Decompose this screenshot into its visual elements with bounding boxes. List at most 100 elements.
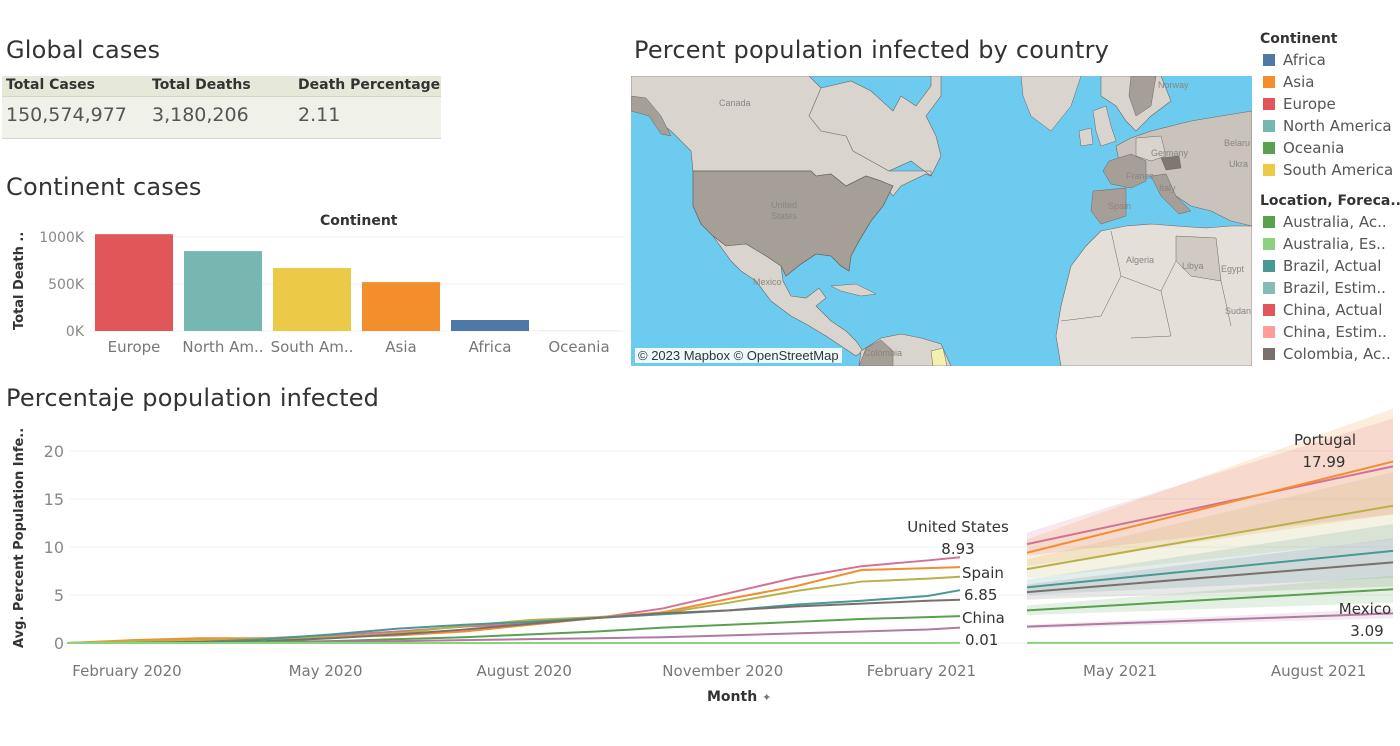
legend-item[interactable]: China, Estim..: [1263, 322, 1387, 342]
actual-line-spain[interactable]: [66, 566, 961, 644]
line-chart-title: Percentaje population infected: [6, 384, 380, 412]
legend-item[interactable]: Australia, Es..: [1263, 234, 1386, 254]
annotation-label: China: [962, 609, 1005, 627]
forecast-band-brazil: [1027, 523, 1393, 595]
map-label-france: France: [1126, 171, 1155, 181]
bar-x-tick-label: Oceania: [548, 338, 609, 356]
map-region-greenland: [1020, 76, 1082, 132]
global-cases-title: Global cases: [6, 36, 161, 64]
bar-asia[interactable]: [362, 282, 440, 331]
continent-cases-title: Continent cases: [6, 173, 202, 201]
legend-swatch: [1263, 238, 1275, 250]
map-label-italy: Italy: [1159, 183, 1176, 193]
map-label-canada: Canada: [719, 98, 751, 108]
legend-item[interactable]: Brazil, Estim..: [1263, 278, 1386, 298]
map-label-colombia: Colombia: [864, 348, 903, 358]
legend-item[interactable]: Brazil, Actual: [1263, 256, 1381, 276]
forecast-line-china[interactable]: [1026, 588, 1394, 612]
legend-item[interactable]: South America: [1263, 160, 1393, 180]
legend-label: Australia, Es..: [1283, 235, 1386, 253]
legend-item[interactable]: Africa: [1263, 50, 1326, 70]
map-label-germany: Germany: [1151, 148, 1189, 158]
map-region-sweden: [1128, 76, 1157, 117]
location-legend-title: Location, Foreca..: [1260, 193, 1400, 209]
forecast-band-argentina: [1027, 538, 1393, 600]
legend-label: Europe: [1283, 95, 1336, 113]
bar-x-tick-label: Africa: [469, 338, 512, 356]
legend-item[interactable]: Australia, Ac..: [1263, 212, 1387, 232]
legend-label: China, Estim..: [1283, 323, 1387, 341]
line-y-tick-label: 10: [44, 538, 64, 557]
map-geography: [631, 76, 1252, 366]
map-region-cuba: [830, 283, 877, 297]
map-region-canada: [631, 76, 942, 197]
map-region-alaska: [631, 95, 672, 137]
pin-icon[interactable]: ✦: [762, 691, 772, 704]
line-x-tick-label: August 2021: [1271, 662, 1366, 680]
bar-y-tick-label: 1000K: [39, 230, 85, 246]
bar-africa[interactable]: [451, 320, 529, 331]
actual-line-china[interactable]: [67, 615, 961, 644]
map-region-czechia: [1160, 155, 1182, 171]
map-label-egypt: Egypt: [1221, 264, 1245, 274]
bar-chart-header: Continent: [320, 213, 398, 229]
line-y-tick-label: 15: [44, 490, 64, 509]
bar-south-am-[interactable]: [273, 268, 351, 331]
bar-y-tick-label: 500K: [48, 277, 85, 293]
annotation-label: United States: [907, 518, 1009, 536]
legend-item[interactable]: Asia: [1263, 72, 1314, 92]
legend-swatch: [1263, 98, 1275, 110]
actual-line-argentina[interactable]: [67, 598, 961, 644]
actual-line-brazil[interactable]: [67, 589, 961, 644]
annotation-label: Portugal: [1294, 431, 1356, 449]
legend-label: North America: [1283, 117, 1392, 135]
legend-label: Africa: [1283, 51, 1326, 69]
forecast-line-colombia[interactable]: [1026, 504, 1394, 571]
choropleth-map[interactable]: Canada United States Mexico Colombia Nor…: [631, 76, 1252, 366]
forecast-line-united-states[interactable]: [1026, 465, 1394, 546]
legend-item[interactable]: North America: [1263, 116, 1392, 136]
map-region-germany: [1135, 135, 1167, 162]
legend-swatch: [1263, 282, 1275, 294]
line-x-tick-label: November 2020: [662, 662, 783, 680]
legend-item[interactable]: China, Actual: [1263, 300, 1382, 320]
forecast-line-spain[interactable]: [1026, 460, 1394, 554]
map-label-sudan: Sudan: [1225, 306, 1252, 316]
map-label-united-states: United States: [770, 200, 797, 221]
actual-line-colombia[interactable]: [66, 575, 961, 644]
kpi-value-total-cases: 150,574,977: [6, 104, 127, 126]
legend-label: Oceania: [1283, 139, 1345, 157]
kpi-header-row: [2, 76, 441, 97]
forecast-band-spain: [1027, 408, 1393, 567]
bar-europe[interactable]: [95, 234, 173, 331]
legend-item[interactable]: Europe: [1263, 94, 1336, 114]
map-attribution[interactable]: © 2023 Mapbox © OpenStreetMap: [635, 348, 842, 363]
legend-label: Brazil, Estim..: [1283, 279, 1386, 297]
forecast-line-argentina[interactable]: [1026, 561, 1394, 594]
x-axis-title[interactable]: Month ✦: [707, 689, 771, 705]
forecast-line-brazil[interactable]: [1026, 549, 1394, 589]
map-label-mexico: Mexico: [753, 277, 782, 287]
map-region-france: [1102, 153, 1147, 189]
bar-x-tick-label: Asia: [385, 338, 416, 356]
line-y-tick-label: 20: [44, 442, 64, 461]
bar-x-tick-label: South Am..: [271, 338, 354, 356]
legend-swatch: [1263, 216, 1275, 228]
annotation-label: Mexico: [1339, 600, 1391, 618]
bar-north-am-[interactable]: [184, 251, 262, 331]
annotation-value: 17.99: [1303, 453, 1346, 471]
map-label-spain: Spain: [1108, 201, 1132, 211]
legend-item[interactable]: Oceania: [1263, 138, 1344, 158]
map-region-mexico: [712, 235, 864, 357]
kpi-header-total-cases: Total Cases: [6, 77, 96, 93]
legend-swatch: [1263, 142, 1275, 154]
map-region-ireland: [1078, 127, 1094, 147]
forecast-line-mexico[interactable]: [1026, 612, 1394, 628]
map-region-united-states: [692, 170, 894, 277]
actual-line-mexico[interactable]: [67, 626, 961, 644]
actual-line-united-states[interactable]: [66, 556, 961, 644]
line-y-tick-label: 5: [54, 586, 64, 605]
legend-swatch: [1263, 326, 1275, 338]
forecast-band-united-states: [1027, 418, 1393, 556]
legend-item[interactable]: Colombia, Ac..: [1263, 344, 1391, 364]
